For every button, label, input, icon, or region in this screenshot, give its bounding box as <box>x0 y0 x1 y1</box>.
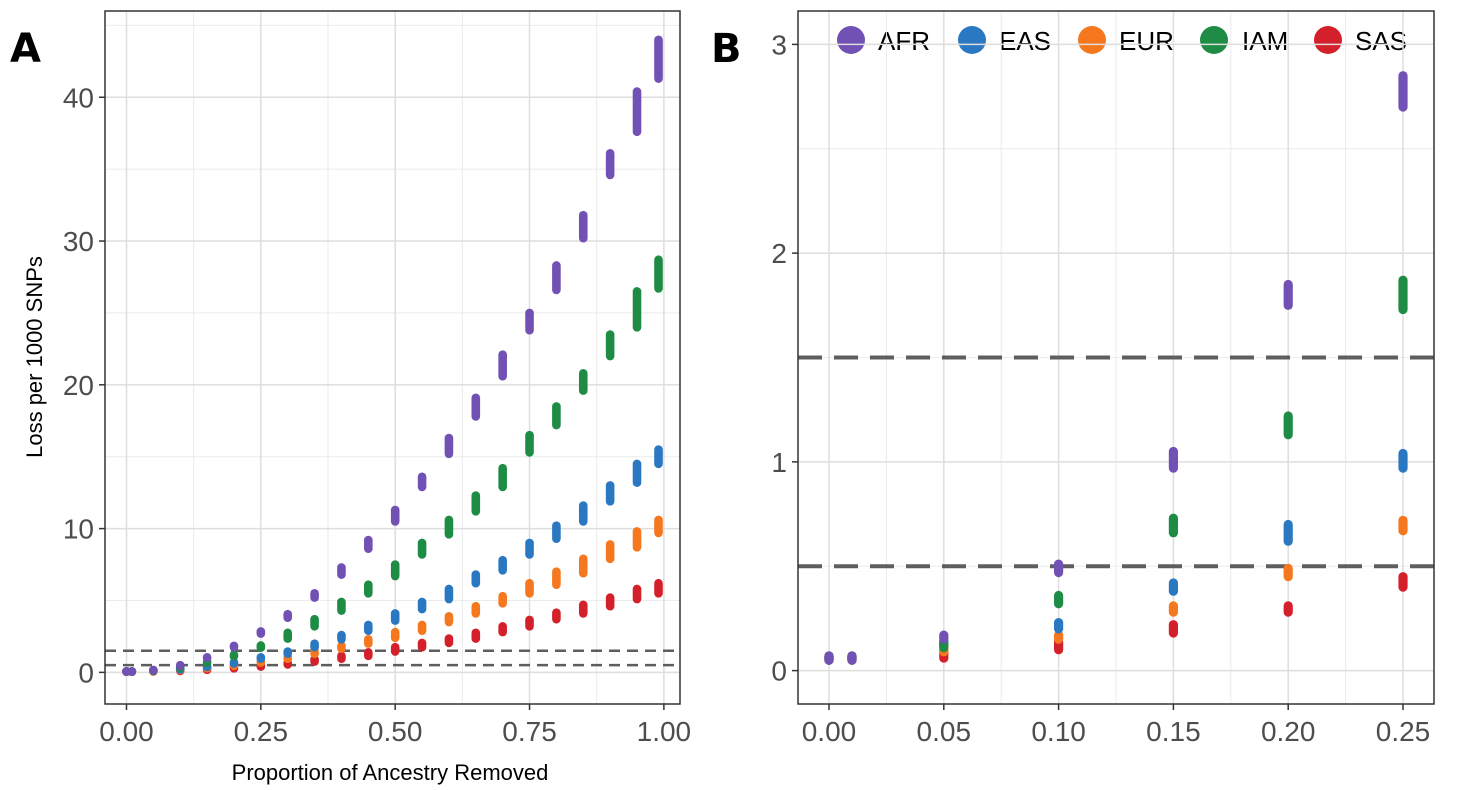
y-tick-label: 1 <box>771 447 787 478</box>
x-tick-label: 0.75 <box>502 716 557 747</box>
y-tick-label: 0 <box>78 657 94 688</box>
legend-swatch-iam <box>1200 26 1228 54</box>
legend-label-iam: IAM <box>1242 26 1288 56</box>
y-tick-label: 3 <box>771 29 787 60</box>
legend: AFR EAS EUR IAM SAS <box>837 26 1407 56</box>
x-tick-label: 0.10 <box>1031 716 1086 747</box>
y-tick-label: 2 <box>771 238 787 269</box>
x-tick-label: 0.00 <box>802 716 857 747</box>
panel-b-plot: 0 1 2 3 0.00 0.05 0.10 0.15 0.20 0.25 <box>771 10 1435 747</box>
legend-label-afr: AFR <box>878 26 930 56</box>
y-tick-label: 0 <box>771 656 787 687</box>
x-tick-label: 0.25 <box>234 716 289 747</box>
panel-tag-b: B <box>711 26 742 72</box>
legend-swatch-eur <box>1078 26 1106 54</box>
legend-swatch-afr <box>837 26 865 54</box>
y-tick-label: 20 <box>63 370 94 401</box>
x-axis-title-a: Proportion of Ancestry Removed <box>232 760 549 785</box>
y-tick-label: 30 <box>63 226 94 257</box>
x-tick-label: 0.15 <box>1146 716 1201 747</box>
x-tick-label: 0.00 <box>99 716 154 747</box>
y-tick-label: 40 <box>63 82 94 113</box>
x-tick-label: 0.50 <box>368 716 423 747</box>
panel-border <box>797 10 1435 705</box>
legend-label-sas: SAS <box>1355 26 1407 56</box>
y-axis-title-a: Loss per 1000 SNPs <box>22 256 47 458</box>
panel-border <box>104 10 681 705</box>
x-tick-label: 0.25 <box>1376 716 1431 747</box>
x-tick-label: 0.05 <box>917 716 972 747</box>
x-tick-label: 0.20 <box>1261 716 1316 747</box>
legend-label-eas: EAS <box>999 26 1051 56</box>
legend-swatch-eas <box>958 26 986 54</box>
panel-tag-a: A <box>10 26 41 72</box>
y-tick-label: 10 <box>63 514 94 545</box>
panel-a-plot: 0 10 20 30 40 0.00 0.25 0.50 0.75 1.00 <box>63 10 692 747</box>
legend-swatch-sas <box>1314 26 1342 54</box>
legend-label-eur: EUR <box>1119 26 1174 56</box>
x-tick-label: 1.00 <box>637 716 692 747</box>
